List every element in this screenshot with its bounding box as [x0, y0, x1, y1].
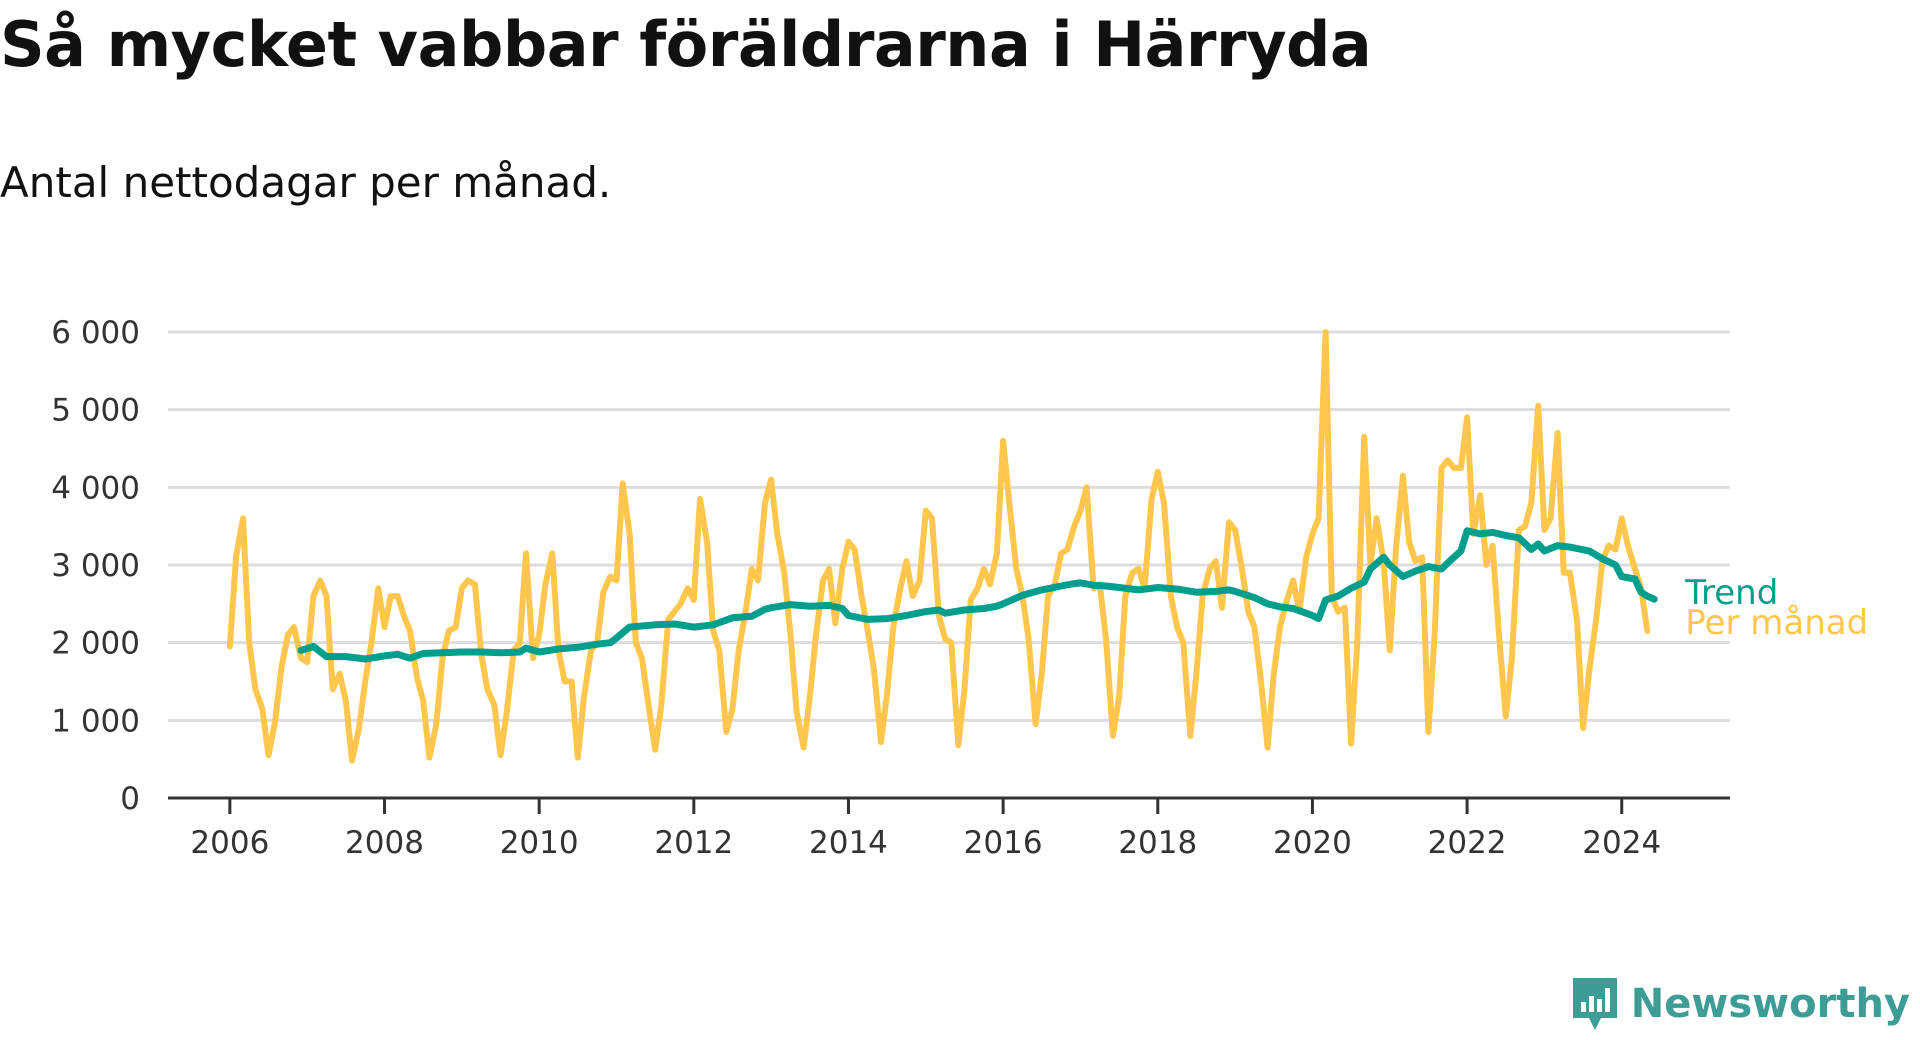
chart-title: Så mycket vabbar föräldrarna i Härryda	[0, 8, 1372, 81]
chart-subtitle: Antal nettodagar per månad.	[0, 158, 612, 207]
series-lines	[226, 329, 1658, 764]
x-axis: 2006 2008 2010 2012 2014 2016 2018 2020 2022 2024	[168, 796, 1730, 861]
y-tick-label: 1 000	[51, 703, 140, 739]
x-tick-label: 2010	[500, 825, 579, 861]
newsworthy-icon	[1572, 978, 1617, 1030]
y-tick-label: 5 000	[51, 393, 140, 429]
series-label-trend: Trend	[1684, 573, 1778, 613]
series-line-per-manad	[226, 329, 1651, 764]
x-tick-label: 2016	[964, 825, 1043, 861]
x-tick-label: 2020	[1273, 825, 1352, 861]
y-axis: 0 1 000 2 000 3 000 4 000 5 000 6 000	[51, 315, 140, 817]
series-line-trend	[297, 527, 1658, 663]
y-tick-label: 0	[120, 781, 140, 817]
x-tick-label: 2014	[809, 825, 888, 861]
y-tick-label: 4 000	[51, 470, 140, 506]
x-tick-label: 2024	[1582, 825, 1661, 861]
y-tick-label: 6 000	[51, 315, 140, 351]
y-tick-label: 2 000	[51, 626, 140, 662]
y-tick-label: 3 000	[51, 548, 140, 584]
x-tick-label: 2006	[190, 825, 269, 861]
x-tick-label: 2022	[1428, 825, 1507, 861]
x-tick-label: 2012	[654, 825, 733, 861]
brand-name: Newsworthy	[1630, 981, 1910, 1027]
series-label-per-manad: Per månad	[1685, 603, 1868, 643]
grid-lines	[168, 330, 1730, 722]
brand-logo: Newsworthy	[1569, 974, 1910, 1034]
x-tick-label: 2018	[1118, 825, 1197, 861]
x-tick-label: 2008	[345, 825, 424, 861]
